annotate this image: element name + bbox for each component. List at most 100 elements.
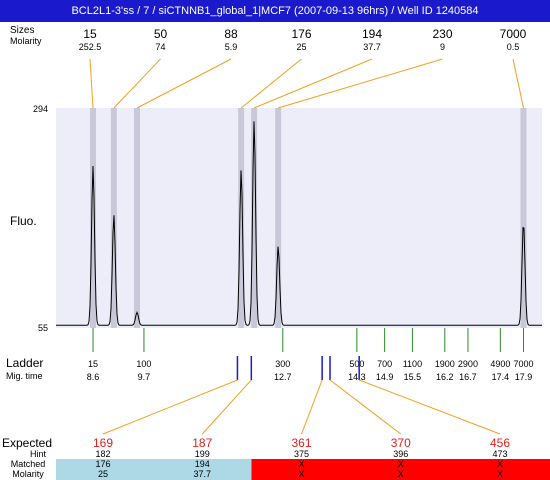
- peak-band: [275, 108, 282, 328]
- connector-lines: [89, 58, 524, 109]
- mig-time-label: Mig. time: [6, 371, 43, 381]
- ladder-label: Ladder: [6, 356, 43, 370]
- peak-molarity-label: 9: [440, 42, 445, 52]
- ladder-size-label: 1100: [403, 359, 422, 369]
- peak-band: [134, 108, 140, 328]
- ladder-time-label: 12.7: [274, 372, 292, 382]
- peak-molarity-label: 37.7: [363, 42, 381, 52]
- ladder-time-label: 9.7: [138, 372, 151, 382]
- peak-molarity-label: 0.5: [507, 42, 520, 52]
- peak-size-label: 88: [224, 27, 238, 41]
- ladder-time-label: 17.4: [492, 372, 510, 382]
- ladder-marks: 15 8.6 100 9.7 300 12.7 500 14.3 700 14.9 1100 15.5…: [87, 328, 534, 382]
- hint-label: Hint: [30, 449, 47, 459]
- ladder-size-label: 7000: [513, 359, 533, 369]
- ladder-time-label: 17.9: [515, 372, 533, 382]
- expected-cell-bg: [56, 459, 153, 480]
- peak-connector-line: [89, 58, 94, 109]
- expected-cell-bg: [450, 459, 550, 480]
- ladder-size-label: 700: [377, 359, 392, 369]
- window-title: BCL2L1-3'ss / 7 / siCTNNB1_global_1|MCF7…: [71, 5, 479, 17]
- expected-connector-line: [358, 379, 501, 435]
- ladder-time-label: 14.3: [348, 372, 366, 382]
- row-labels: Sizes Molarity Ladder Mig. time Expected…: [2, 25, 52, 479]
- peak-connector-line: [136, 58, 232, 109]
- peak-connector-line: [253, 58, 373, 109]
- ladder-size-label: 300: [275, 359, 290, 369]
- peak-size-label: 176: [291, 27, 311, 41]
- peak-molarity-label: 25: [296, 42, 306, 52]
- matched-value: 176: [95, 459, 110, 469]
- peak-connector-line: [240, 58, 302, 109]
- ladder-size-label: 100: [136, 359, 151, 369]
- expected-size-label: 370: [391, 436, 411, 450]
- hint-value: 375: [294, 449, 309, 459]
- ladder-size-label: 4900: [490, 359, 510, 369]
- ladder-time-label: 8.6: [87, 372, 100, 382]
- matched-value: X: [298, 459, 304, 469]
- molarity-value: X: [298, 469, 304, 479]
- y-tick-min: 55: [38, 323, 48, 333]
- peak-size-label: 15: [83, 27, 97, 41]
- ladder-time-label: 16.7: [459, 372, 477, 382]
- sizes-row-label: Sizes: [10, 25, 34, 36]
- peak-molarity-label: 252.5: [79, 42, 102, 52]
- expected-size-label: 169: [93, 436, 113, 450]
- expected-size-label: 187: [192, 436, 212, 450]
- expected-connector-line: [201, 379, 252, 435]
- expected-cell-bg: [152, 459, 253, 480]
- fluorescence-trace: [56, 121, 542, 326]
- hint-value: 199: [195, 449, 210, 459]
- peak-size-label: 7000: [500, 27, 527, 41]
- title-bar: BCL2L1-3'ss / 7 / siCTNNB1_global_1|MCF7…: [0, 0, 550, 22]
- expected-cell-bg: [350, 459, 451, 480]
- molarity-value: X: [497, 469, 503, 479]
- matched-value: 194: [195, 459, 210, 469]
- peak-molarity-label: 5.9: [225, 42, 238, 52]
- peak-band: [238, 108, 245, 328]
- matched-value: X: [398, 459, 404, 469]
- peak-size-label: 194: [362, 27, 382, 41]
- molarity-row-label: Molarity: [10, 36, 42, 46]
- hint-value: 182: [95, 449, 110, 459]
- expected-cell-bg: [251, 459, 352, 480]
- molarity-value: 37.7: [193, 469, 211, 479]
- peak-size-label: 230: [432, 27, 452, 41]
- expected-table: 1691821762518719919437.7361375XX370396XX…: [56, 356, 550, 480]
- y-axis-label: Fluo.: [10, 214, 37, 228]
- expected-size-label: 361: [291, 436, 311, 450]
- peak-connector-line: [113, 58, 161, 109]
- molarity-bottom-label: Molarity: [12, 469, 44, 479]
- matched-label: Matched: [11, 459, 46, 469]
- expected-connector-line: [301, 379, 323, 435]
- expected-label: Expected: [2, 436, 52, 450]
- ladder-size-label: 2900: [458, 359, 478, 369]
- fluorescence-trace-line: [56, 121, 542, 326]
- plot-area: [56, 108, 542, 328]
- peak-size-label: 50: [154, 27, 168, 41]
- ladder-time-label: 14.9: [376, 372, 394, 382]
- molarity-value: X: [398, 469, 404, 479]
- y-axis: Fluo. 294 55: [10, 104, 48, 333]
- ladder-size-label: 15: [88, 359, 98, 369]
- ladder-size-label: 500: [349, 359, 364, 369]
- expected-connector-line: [329, 379, 402, 435]
- peak-band: [90, 108, 97, 328]
- peak-connector-line: [278, 58, 443, 109]
- expected-size-label: 456: [490, 436, 510, 450]
- ladder-time-label: 15.5: [404, 372, 422, 382]
- peak-band: [520, 108, 527, 328]
- peak-connector-line: [512, 58, 524, 109]
- peak-band: [251, 108, 258, 328]
- molarity-value: 25: [98, 469, 108, 479]
- hint-value: 473: [492, 449, 507, 459]
- expected-connector-line: [102, 379, 238, 435]
- y-tick-max: 294: [33, 104, 48, 114]
- hint-value: 396: [393, 449, 408, 459]
- matched-value: X: [497, 459, 503, 469]
- ladder-size-label: 1900: [435, 359, 455, 369]
- peak-molarity-label: 74: [155, 42, 165, 52]
